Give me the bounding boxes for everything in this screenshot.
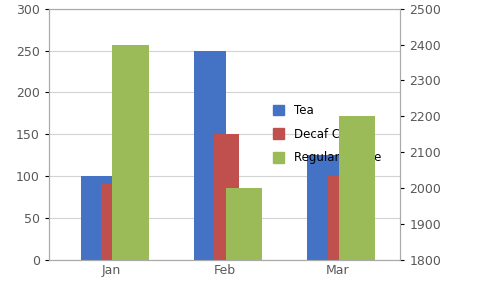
Bar	[307, 155, 339, 260]
Bar	[112, 45, 148, 295]
Bar	[327, 176, 352, 260]
Bar	[214, 134, 239, 260]
Bar	[339, 116, 375, 295]
Bar	[101, 184, 126, 260]
Bar	[225, 188, 262, 295]
Bar	[194, 51, 225, 260]
Bar	[81, 176, 112, 260]
Legend: Tea, Decaf Coffee, Regular Coffee: Tea, Decaf Coffee, Regular Coffee	[272, 104, 381, 164]
